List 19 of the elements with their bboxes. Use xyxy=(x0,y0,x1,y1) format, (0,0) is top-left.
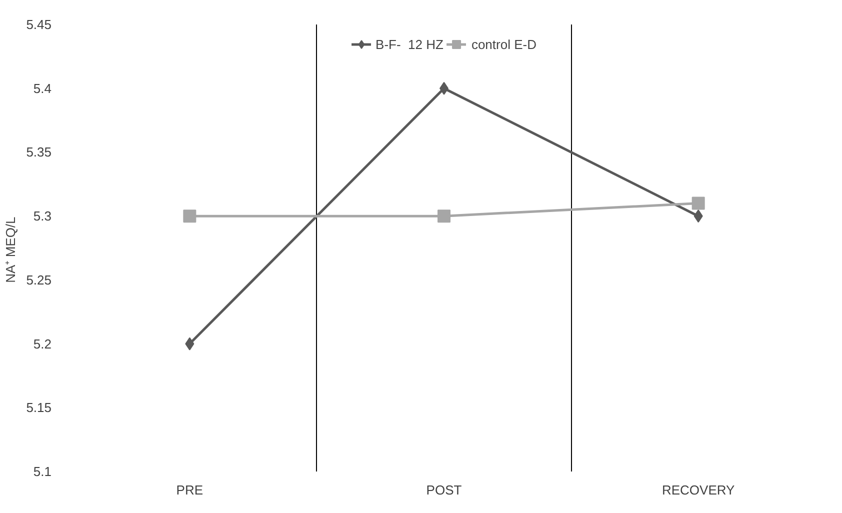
x-tick-label: POST xyxy=(426,482,462,498)
y-tick-label: 5.2 xyxy=(33,336,52,352)
y-tick-label: 5.1 xyxy=(33,464,52,479)
y-tick-label: 5.15 xyxy=(26,400,52,416)
point xyxy=(438,210,450,223)
y-tick-label: 5.45 xyxy=(26,17,52,32)
legend-label: B-F- 12 HZ xyxy=(376,36,444,52)
x-tick-label: RECOVERY xyxy=(662,482,736,498)
y-tick-label: 5.3 xyxy=(33,208,52,224)
y-tick-label: 5.4 xyxy=(33,80,52,96)
point xyxy=(692,196,705,210)
x-tick-label: PRE xyxy=(176,482,204,498)
legend-label: control E-D xyxy=(471,36,536,52)
y-tick-label: 5.25 xyxy=(26,272,52,288)
point xyxy=(185,337,194,350)
point xyxy=(183,210,196,223)
y-axis-title: NA⁺ MEQ/L xyxy=(3,216,18,283)
point xyxy=(694,210,703,223)
y-tick-label: 5.35 xyxy=(26,144,52,160)
